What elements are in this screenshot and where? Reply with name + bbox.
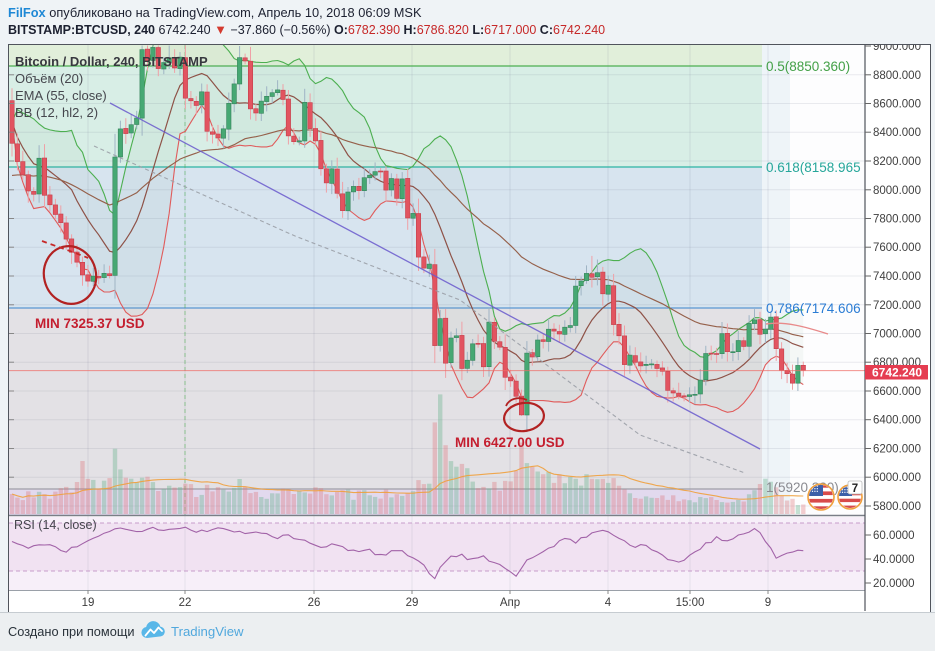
svg-text:26: 26 [308, 597, 321, 609]
svg-text:9000.000: 9000.000 [873, 45, 921, 53]
svg-text:Объём (20): Объём (20) [15, 71, 83, 86]
svg-text:7800.000: 7800.000 [873, 214, 921, 226]
svg-text:Bitcoin / Dollar, 240, BITSTAM: Bitcoin / Dollar, 240, BITSTAMP [15, 54, 208, 69]
svg-text:0.5(8850.360): 0.5(8850.360) [766, 59, 850, 74]
svg-text:15:00: 15:00 [676, 597, 705, 609]
svg-text:8200.000: 8200.000 [873, 156, 921, 168]
svg-text:6742.240: 6742.240 [872, 366, 922, 380]
svg-text:0.618(8158.965: 0.618(8158.965 [766, 160, 861, 175]
svg-text:RSI (14, close): RSI (14, close) [14, 518, 97, 532]
svg-text:BB (12, hl2, 2): BB (12, hl2, 2) [15, 105, 98, 120]
svg-text:40.0000: 40.0000 [873, 554, 915, 566]
svg-text:7400.000: 7400.000 [873, 271, 921, 283]
svg-text:6000.000: 6000.000 [873, 472, 921, 484]
svg-text:5800.000: 5800.000 [873, 501, 921, 513]
svg-text:MIN 7325.37 USD: MIN 7325.37 USD [35, 316, 145, 331]
svg-text:8600.000: 8600.000 [873, 99, 921, 111]
svg-text:4: 4 [605, 597, 612, 609]
svg-text:9: 9 [765, 597, 771, 609]
svg-text:7200.000: 7200.000 [873, 300, 921, 312]
svg-text:60.0000: 60.0000 [873, 530, 915, 542]
svg-text:6400.000: 6400.000 [873, 415, 921, 427]
svg-text:8400.000: 8400.000 [873, 127, 921, 139]
svg-text:7000.000: 7000.000 [873, 329, 921, 341]
svg-text:22: 22 [179, 597, 192, 609]
svg-text:6600.000: 6600.000 [873, 386, 921, 398]
svg-text:20.0000: 20.0000 [873, 578, 915, 590]
svg-text:MIN 6427.00 USD: MIN 6427.00 USD [455, 435, 565, 450]
svg-text:7600.000: 7600.000 [873, 242, 921, 254]
svg-text:Апр: Апр [500, 597, 520, 609]
svg-text:6200.000: 6200.000 [873, 444, 921, 456]
svg-text:7: 7 [852, 483, 858, 495]
svg-text:19: 19 [82, 597, 95, 609]
svg-text:8000.000: 8000.000 [873, 185, 921, 197]
svg-text:EMA (55, close): EMA (55, close) [15, 88, 107, 103]
svg-text:8800.000: 8800.000 [873, 70, 921, 82]
svg-text:29: 29 [406, 597, 419, 609]
svg-text:0.786(7174.606: 0.786(7174.606 [766, 301, 861, 316]
